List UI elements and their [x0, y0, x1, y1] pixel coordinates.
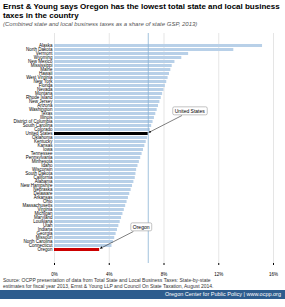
svg-text:United States: United States [25, 131, 53, 137]
svg-text:South Dakota: South Dakota [25, 171, 53, 177]
svg-text:Wisconsin: Wisconsin [32, 167, 53, 173]
svg-text:4%: 4% [106, 272, 113, 277]
svg-text:Missouri: Missouri [35, 235, 53, 241]
html-text:Ernst & Young says Oregon has: Ernst & Young says Oregon has the lowest… [3, 2, 280, 21]
svg-text:Georgia: Georgia [36, 231, 53, 237]
svg-text:Nevada: Nevada [37, 87, 53, 93]
svg-text:Montana: Montana [35, 91, 53, 97]
svg-text:Oregon: Oregon [37, 248, 53, 253]
svg-text:California: California [33, 175, 53, 181]
svg-text:Louisiana: Louisiana [33, 219, 53, 225]
svg-text:District of Columbia: District of Columbia [13, 119, 53, 125]
svg-text:Iowa: Iowa [43, 147, 53, 153]
html-text:Source: OCPP presentation of d: Source: OCPP presentation of data from T… [3, 277, 214, 290]
svg-text:Rhode Island: Rhode Island [26, 95, 53, 101]
svg-text:Washington: Washington [28, 107, 53, 113]
html-text:(Combined state and local busi: (Combined state and local business taxes… [3, 21, 198, 28]
svg-text:New Mexico: New Mexico [28, 59, 53, 65]
svg-text:United States: United States [175, 108, 206, 114]
svg-text:8%: 8% [161, 272, 168, 277]
svg-text:Virginia: Virginia [37, 207, 53, 213]
svg-text:Nebraska: Nebraska [33, 187, 53, 193]
svg-text:Idaho: Idaho [41, 163, 53, 169]
svg-text:Alabama: Alabama [34, 179, 53, 185]
svg-text:16%: 16% [269, 272, 278, 277]
svg-text:Illinois: Illinois [40, 115, 53, 121]
svg-text:Pennsylvania: Pennsylvania [25, 155, 53, 161]
svg-text:Florida: Florida [38, 83, 53, 89]
svg-text:Tennessee: Tennessee [30, 151, 53, 157]
svg-text:South Carolina: South Carolina [22, 123, 53, 129]
svg-text:Hawaii: Hawaii [39, 71, 53, 77]
svg-text:12%: 12% [214, 272, 223, 277]
svg-text:Maine: Maine [40, 67, 53, 73]
svg-text:Delaware: Delaware [33, 191, 53, 197]
svg-text:Oklahoma: Oklahoma [32, 135, 53, 141]
svg-text:Vermont: Vermont [35, 51, 53, 57]
svg-text:North Dakota: North Dakota [26, 47, 53, 53]
svg-text:0%: 0% [51, 272, 58, 277]
svg-text:Maryland: Maryland [34, 215, 53, 221]
svg-text:Arizona: Arizona [37, 103, 53, 109]
svg-text:Wyoming: Wyoming [33, 55, 53, 61]
svg-text:New Jersey: New Jersey [29, 99, 53, 105]
svg-text:Kentucky: Kentucky [34, 139, 53, 145]
svg-text:Alaska: Alaska [39, 43, 53, 49]
svg-text:Massachusetts: Massachusetts [22, 203, 53, 209]
svg-text:New York: New York [33, 79, 53, 85]
svg-text:Oregon: Oregon [133, 224, 150, 230]
svg-text:Mississippi: Mississippi [30, 63, 53, 69]
svg-text:Ohio: Ohio [43, 199, 53, 205]
svg-text:West Virginia: West Virginia [26, 75, 53, 81]
svg-text:Utah: Utah [43, 223, 53, 229]
svg-text:Arkansas: Arkansas [33, 195, 53, 201]
svg-text:Kansas: Kansas [37, 143, 53, 149]
svg-text:Indiana: Indiana [37, 227, 53, 233]
html-text:Oregon Center for Public Polic: Oregon Center for Public Policy | www.oc… [164, 291, 281, 298]
svg-text:Michigan: Michigan [34, 211, 53, 217]
svg-text:North Carolina: North Carolina [23, 239, 53, 245]
svg-text:Texas: Texas [40, 111, 53, 117]
svg-text:Colorado: Colorado [34, 127, 53, 133]
svg-text:New Hampshire: New Hampshire [20, 183, 53, 189]
svg-text:Minnesota: Minnesota [31, 159, 53, 165]
svg-text:Connecticut: Connecticut [28, 243, 53, 249]
